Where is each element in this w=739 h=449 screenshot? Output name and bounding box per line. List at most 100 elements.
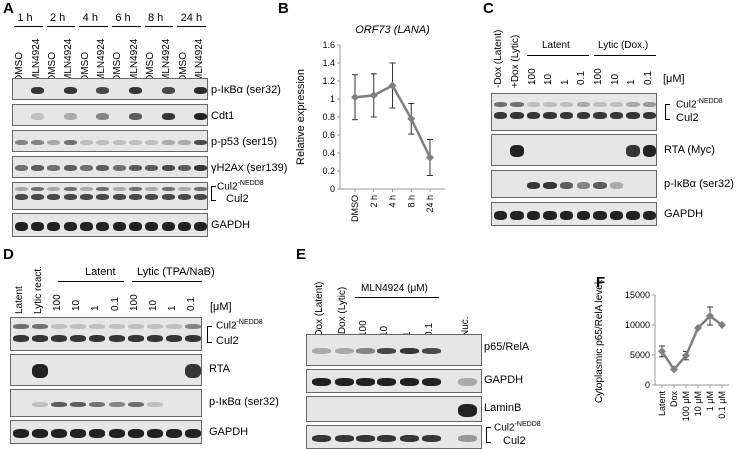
band xyxy=(177,187,192,191)
lane-label: +Dox (Lytic) xyxy=(509,34,521,88)
panel-e-label: E xyxy=(296,246,307,263)
blot-row xyxy=(12,78,208,100)
blot-row xyxy=(491,202,657,226)
y-tick-label: 0.6 xyxy=(322,130,335,140)
row-label: Cdt1 xyxy=(211,110,235,122)
band xyxy=(108,335,125,342)
band xyxy=(145,194,159,200)
band xyxy=(543,102,557,107)
group-bar xyxy=(355,297,439,298)
band xyxy=(493,112,508,119)
band xyxy=(185,364,201,378)
band xyxy=(145,139,159,145)
band xyxy=(14,165,28,171)
cul2-nedd8-label: Cul2-NEDD8 xyxy=(676,98,723,111)
group-bar xyxy=(527,55,589,56)
data-point xyxy=(682,351,690,360)
band xyxy=(559,181,574,189)
band xyxy=(96,112,110,120)
band xyxy=(609,112,624,119)
chart-title: ORF73 (LANA) xyxy=(355,24,430,36)
y-tick-label: 5000 xyxy=(630,350,650,360)
data-point xyxy=(351,93,359,102)
band xyxy=(30,194,45,200)
band xyxy=(593,181,607,189)
panel-a-label: A xyxy=(3,0,14,17)
lane-label: 100 xyxy=(52,294,63,311)
band xyxy=(145,221,159,231)
band xyxy=(185,335,201,342)
band xyxy=(161,194,175,200)
band xyxy=(128,139,143,145)
band xyxy=(399,434,419,442)
band xyxy=(194,187,207,191)
band xyxy=(30,112,45,120)
band xyxy=(12,428,29,438)
band xyxy=(642,210,656,220)
blot-row xyxy=(491,170,657,198)
band xyxy=(161,165,175,171)
band xyxy=(79,139,94,145)
group-latent: Latent xyxy=(85,266,116,278)
band xyxy=(89,335,106,342)
band xyxy=(334,378,354,386)
band xyxy=(355,378,375,386)
band xyxy=(421,348,441,354)
band xyxy=(311,434,331,442)
group-bar xyxy=(58,281,124,282)
panel-b-chart: 0 0.2 0.4 0.6 0.8 1 1.2 1.4 1.6 DMSO 2 h 4 h 8 h 24 h… xyxy=(295,24,445,222)
band xyxy=(177,165,192,171)
band xyxy=(559,102,574,107)
row-label: GAPDH xyxy=(664,208,704,220)
band xyxy=(457,403,477,417)
x-tick-label: DMSO xyxy=(350,195,360,222)
band xyxy=(161,112,175,120)
band xyxy=(626,102,640,107)
band xyxy=(311,378,331,386)
row-label: GAPDH xyxy=(484,374,524,386)
lane-label: -Dox (Latent) xyxy=(314,281,325,340)
row-label: RTA (Myc) xyxy=(664,144,715,156)
blot-row xyxy=(10,389,202,417)
band xyxy=(127,428,144,438)
band xyxy=(146,324,164,329)
x-tick-label: 8 h xyxy=(406,195,416,208)
band xyxy=(96,221,110,231)
band xyxy=(421,434,441,442)
time-bar xyxy=(144,26,174,27)
blot-row xyxy=(491,93,657,131)
row-label: p-IκBα (ser32) xyxy=(211,84,281,96)
band xyxy=(166,335,183,342)
band xyxy=(510,210,524,220)
band xyxy=(593,210,607,220)
band xyxy=(399,348,419,354)
data-point xyxy=(658,347,666,356)
panel-b-label: B xyxy=(278,0,289,17)
data-point xyxy=(670,365,678,374)
lane-label: 0.1 xyxy=(642,71,654,85)
row-label: p-IκBα (ser32) xyxy=(209,396,279,408)
data-point xyxy=(388,81,397,90)
band xyxy=(12,335,29,342)
band xyxy=(642,102,656,107)
band xyxy=(50,428,68,438)
lane-label: MLN4924 xyxy=(30,38,42,82)
lane-label: MLN4924 xyxy=(193,38,205,82)
y-tick-label: 15000 xyxy=(625,290,650,300)
blot-row xyxy=(12,156,208,178)
band xyxy=(96,187,110,191)
band xyxy=(194,86,207,94)
blot-row xyxy=(10,420,202,444)
band xyxy=(161,139,175,145)
band xyxy=(543,210,557,220)
lane-label: MLN4924 xyxy=(63,38,75,82)
band xyxy=(177,139,192,145)
panel-f-label: F xyxy=(596,274,606,291)
cul2-bracket xyxy=(665,104,670,120)
band xyxy=(609,102,624,107)
data-point xyxy=(426,153,434,162)
lane-label: +Dox (Lytic) xyxy=(337,286,348,340)
y-axis-label: Cytoplasmic p65/RelA levels xyxy=(594,280,605,403)
band xyxy=(355,434,375,442)
band xyxy=(161,86,175,94)
